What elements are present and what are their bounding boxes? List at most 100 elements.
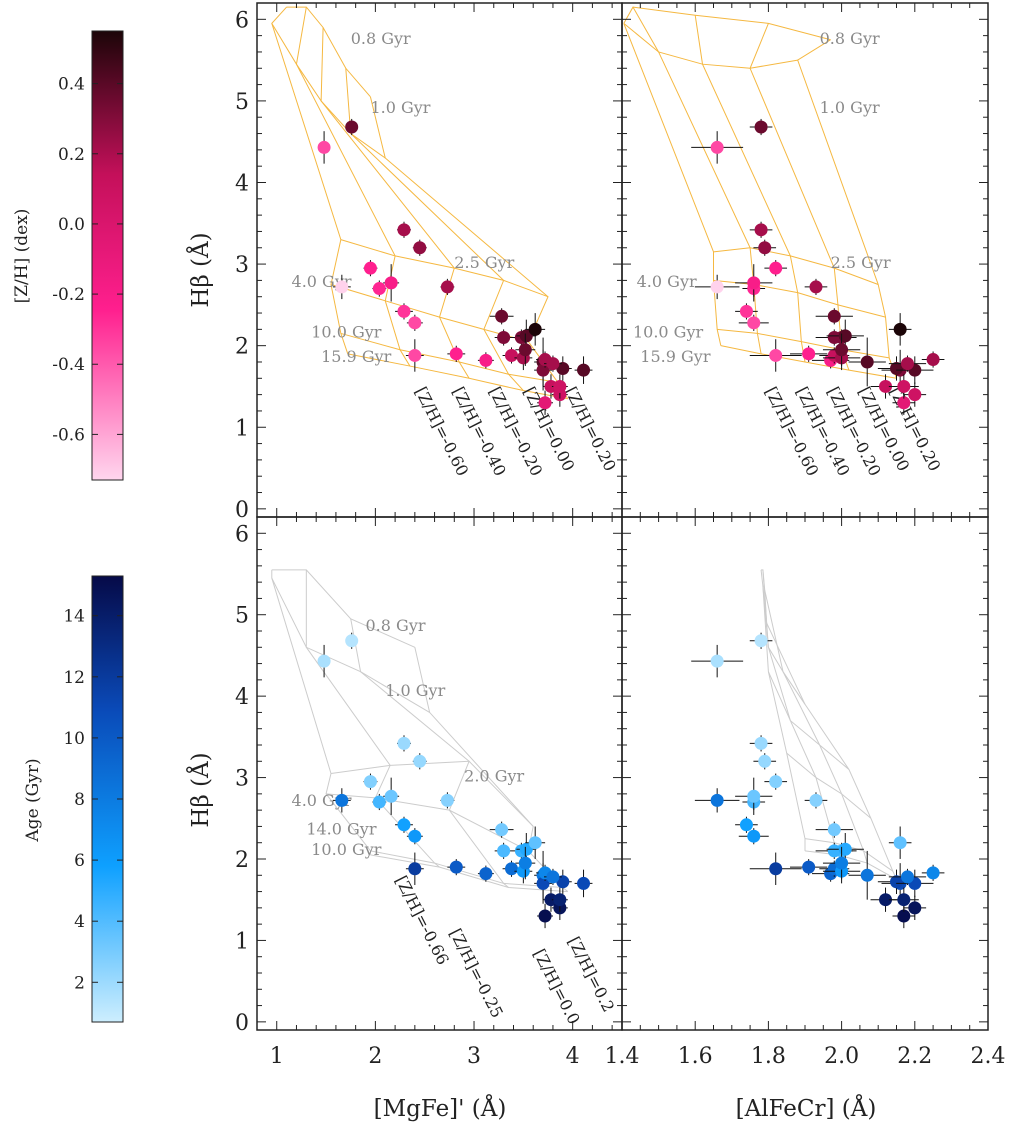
colorbar-tick-label: 0.0 [58,215,85,235]
data-point [440,280,454,294]
data-point [908,901,922,915]
age-label: 15.9 Gyr [640,347,711,366]
data-point [893,322,907,336]
data-point [827,823,841,837]
colorbar-tick-label: 0.4 [58,75,85,95]
x-axis-label-right: [AlFeCr] (Å) [736,1094,877,1122]
data-point [363,261,377,275]
ticks [621,3,989,517]
data-point [860,355,874,369]
colorbar-tick-label: 12 [63,668,85,688]
age-label: 1.0 Gyr [370,98,430,117]
data-point [413,241,427,255]
age-label: 10.0 Gyr [311,323,382,342]
data-point [897,396,911,410]
y-axis-label-top: Hβ (Å) [186,232,214,307]
y-tick-label: 3 [235,767,249,792]
data-point [556,362,570,376]
y-tick-label: 0 [235,1011,249,1036]
age-label: 15.9 Gyr [321,347,392,366]
colorbar-tick-label: -0.4 [52,355,85,375]
age-isochrone [804,838,894,872]
age-isochrone [370,850,563,888]
panel-frame [621,516,989,1031]
data-point [769,862,783,876]
data-point [739,304,753,318]
data-point [408,316,422,330]
metallicity-label: [Z/H]=-0.25 [446,925,507,1020]
data-point [528,322,542,336]
data-point [754,634,768,648]
data-points [691,632,945,929]
y-tick-label: 0 [235,498,249,523]
age-isochrone [623,23,798,69]
data-point [758,241,772,255]
data-point [754,736,768,750]
metallicity-line [762,569,839,856]
age-isochrone [623,6,831,41]
colorbar-tick-label: -0.6 [52,425,85,445]
ticks [256,517,622,1030]
data-point [408,829,422,843]
age-isochrone [271,577,430,713]
y-tick-label: 6 [235,522,249,547]
data-point [802,347,816,361]
colorbar-metallicity-gradient [91,30,124,481]
data-points [317,632,593,929]
data-point [519,842,533,856]
data-point [335,793,349,807]
data-point [879,379,893,393]
colorbar-metallicity-ticks: 0.4 0.2 0.0 -0.2 -0.4 -0.6 [52,75,123,445]
metallicity-line [694,15,806,363]
data-point [497,331,511,345]
age-label: 2.5 Gyr [831,253,891,272]
data-point [317,140,331,154]
panel-bottom-left: 0.8 Gyr 1.0 Gyr 2.0 Gyr 4.0 Gyr 14.0 Gyr10.0… [235,516,623,1069]
x-tick-label: 1.4 [605,1044,640,1069]
age-label: 0.8 Gyr [366,616,426,635]
age-isochrone [767,671,850,770]
y-tick-label: 2 [235,848,249,873]
metallicity-line [295,6,411,367]
data-point [519,329,533,343]
colorbar-tick-label: -0.2 [52,285,85,305]
age-isochrone [271,569,416,648]
data-point [897,893,911,907]
data-point [449,347,463,361]
data-point [495,309,509,323]
age-label: 4.0 Gyr [292,791,352,810]
data-point [747,829,761,843]
data-point [879,893,893,907]
data-point [710,140,724,154]
age-label: 0.8 Gyr [820,29,880,48]
data-point [809,793,823,807]
data-point [335,280,349,294]
data-point [518,856,532,870]
colorbar-tick-label: 10 [63,729,85,749]
data-point [553,379,567,393]
age-label: 1.0 Gyr [385,681,445,700]
data-point [769,775,783,789]
ticks [621,517,989,1030]
age-label: 2.0 Gyr [464,767,524,786]
data-point [413,754,427,768]
colorbar-age-label: Age (Gyr) [23,758,43,842]
age-label: 2.5 Gyr [454,253,514,272]
data-point [926,866,940,880]
metallicity-line [350,618,509,888]
y-tick-label: 4 [235,171,249,196]
metallicity-line [760,569,806,851]
metallicity-line [271,569,371,855]
data-point [372,795,386,809]
y-tick-label: 1 [235,416,249,441]
data-point [739,818,753,832]
data-point [827,844,841,858]
age-label: 14.0 Gyr [306,820,377,839]
data-point [397,736,411,750]
y-tick-label: 5 [235,90,249,115]
data-point [397,304,411,318]
data-point [890,362,903,376]
metallicity-line [623,23,722,346]
age-label: 0.8 Gyr [351,29,411,48]
x-tick-label: 2 [368,1044,382,1069]
